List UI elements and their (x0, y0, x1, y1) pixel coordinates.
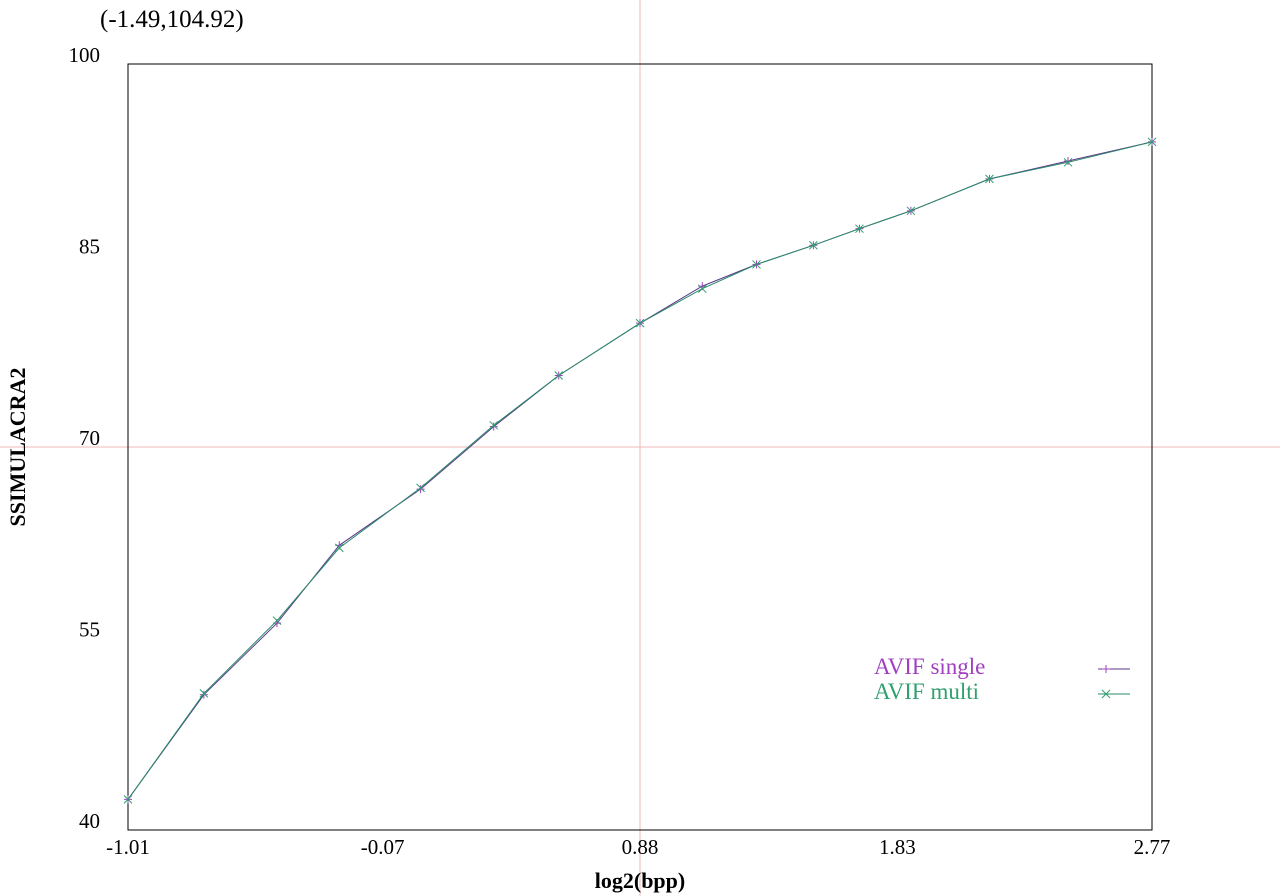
series-layer (123, 137, 1157, 804)
data-point-marker (635, 318, 645, 328)
data-point-marker (1147, 137, 1157, 147)
y-axis-title: SSIMULACRA2 (5, 368, 30, 527)
y-tick-label: 70 (79, 426, 100, 450)
x-tick-label: 2.77 (1134, 835, 1171, 859)
x-tick-label: -0.07 (361, 835, 405, 859)
data-point-marker (855, 224, 864, 234)
data-point-marker (272, 616, 282, 625)
data-point-marker (334, 543, 344, 553)
series-line (127, 141, 1153, 800)
x-axis-title: log2(bpp) (595, 868, 685, 893)
data-point-marker (123, 795, 133, 804)
x-tick-label: 0.88 (622, 835, 659, 859)
data-point-marker (985, 174, 994, 184)
data-point-marker (199, 689, 209, 698)
plot-frame (127, 63, 1153, 831)
data-point-marker (489, 420, 499, 430)
data-point-marker (809, 240, 818, 250)
data-point-marker (554, 371, 564, 380)
data-point-marker (906, 206, 916, 216)
y-tick-label: 55 (79, 618, 100, 642)
legend-label: AVIF multi (874, 679, 979, 704)
x-tick-label: 1.83 (879, 835, 916, 859)
y-tick-label: 100 (69, 43, 101, 67)
axis-ticks: -1.01 -0.07 0.88 1.83 2.77 40 55 70 85 100 (69, 43, 1171, 859)
data-point-marker (1063, 157, 1073, 167)
data-point-marker (416, 483, 425, 493)
data-point-marker (752, 260, 761, 269)
data-point-marker (697, 284, 707, 294)
x-tick-label: -1.01 (106, 835, 150, 859)
y-tick-label: 40 (79, 809, 100, 833)
data-point-marker (1101, 689, 1111, 699)
series-1 (123, 137, 1157, 804)
y-tick-label: 85 (79, 235, 100, 259)
cursor-coordinate-readout: (-1.49,104.92) (100, 6, 244, 33)
legend-label: AVIF single (874, 654, 985, 679)
